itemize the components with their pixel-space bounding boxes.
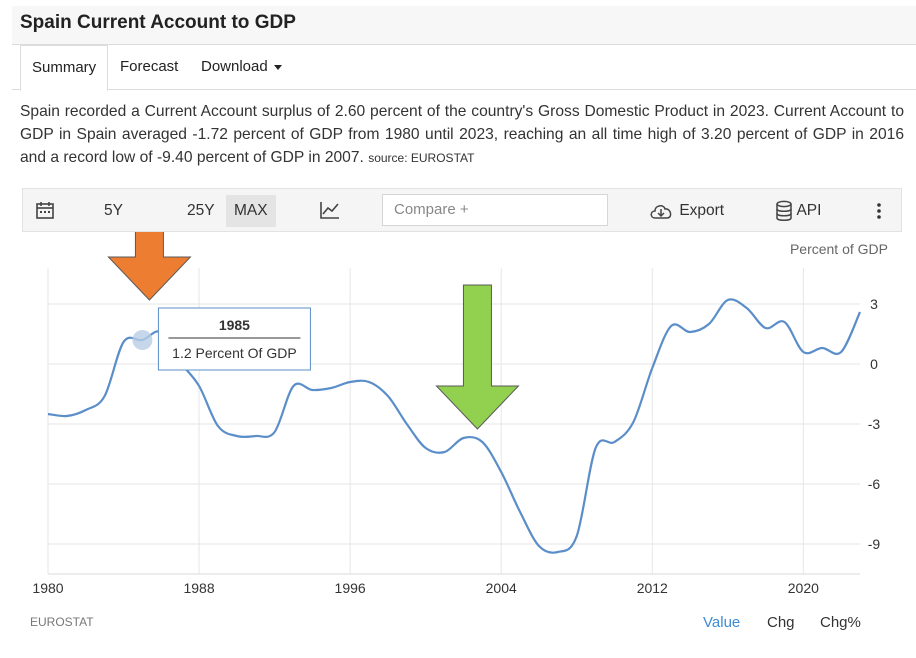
description-text: Spain recorded a Current Account surplus… [20,103,904,166]
api-button[interactable]: API [775,189,821,233]
footer-source: EUROSTAT [30,615,94,629]
line-chart: Percent of GDP 3 0 -3 -6 -9 1980 1988 1996 2004… [32,232,888,596]
export-button[interactable]: Export [649,189,724,233]
page-title: Spain Current Account to GDP [20,12,296,33]
y-tick-label: -6 [868,476,881,492]
export-label: Export [679,202,725,219]
chart-container: 5Y 25Y MAX Compare + Export API Percent … [22,188,902,640]
range-25y-button[interactable]: 25Y [187,202,215,219]
tab-download-label: Download [201,58,268,75]
x-tick-label: 2012 [637,580,668,596]
chart-toolbar: 5Y 25Y MAX Compare + Export API [22,188,902,232]
caret-down-icon [273,64,282,70]
calendar-icon[interactable] [35,200,55,222]
tab-bar: Summary Forecast Download [12,45,916,91]
title-bar: Spain Current Account to GDP [12,6,916,45]
chg-tab[interactable]: Chg [767,614,795,631]
annotation-arrow-1 [107,232,192,301]
tab-summary[interactable]: Summary [20,45,109,91]
y-tick-label: -9 [868,536,881,552]
tooltip-box [157,307,311,371]
x-tick-label: 2020 [788,580,819,596]
x-tick-label: 1996 [335,580,366,596]
description-source: source: EUROSTAT [368,151,475,165]
range-max-button[interactable]: MAX [226,195,276,227]
tooltip-point[interactable] [132,330,153,350]
more-vertical-icon[interactable] [875,202,883,222]
annotation-arrow-2 [435,284,520,430]
compare-input[interactable]: Compare + [382,194,608,226]
database-icon [775,200,793,222]
cloud-download-icon [649,202,675,220]
x-tick-label: 1980 [32,580,63,596]
tooltip-year: 1985 [219,317,250,333]
line-chart-icon[interactable] [319,200,341,222]
tooltip: 1985 1.2 Percent Of GDP [157,307,311,371]
description: Spain recorded a Current Account surplus… [20,100,904,170]
api-label: API [796,202,822,219]
x-tick-label: 2004 [486,580,517,596]
annotation-layer [107,232,520,430]
chg-percent-tab[interactable]: Chg% [820,614,861,631]
tab-download[interactable]: Download [201,45,282,89]
x-tick-label: 1988 [183,580,214,596]
tab-forecast[interactable]: Forecast [120,58,179,75]
x-tick-labels: 1980 1988 1996 2004 2012 2020 [32,580,819,596]
y-tick-label: 3 [870,296,878,312]
y-tick-label: -3 [868,416,881,432]
y-tick-labels: 3 0 -3 -6 -9 [868,296,881,552]
y-tick-label: 0 [870,356,878,372]
y-axis-label: Percent of GDP [790,241,888,257]
range-5y-button[interactable]: 5Y [104,202,123,219]
tooltip-value: 1.2 Percent Of GDP [172,345,297,361]
value-tab[interactable]: Value [703,614,741,631]
